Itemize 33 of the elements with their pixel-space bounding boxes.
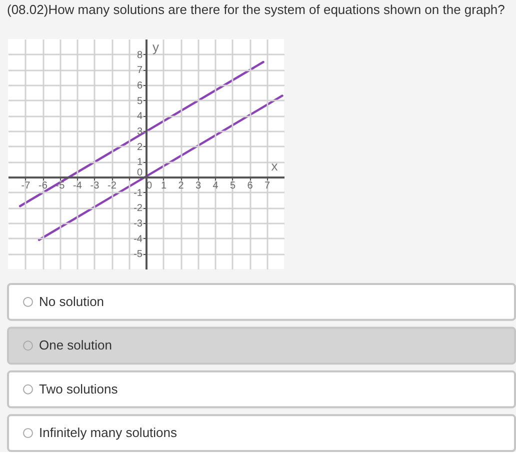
x-tick-label: -4 xyxy=(73,180,82,192)
x-axis-title: x xyxy=(271,158,278,174)
y-tick-label: 4 xyxy=(136,111,143,122)
y-tick-label: -2 xyxy=(134,203,143,214)
x-tick-label: 3 xyxy=(195,180,202,192)
y-tick-label: 5 xyxy=(136,96,143,107)
x-tick-label: 7 xyxy=(264,180,270,192)
category-label: Infinitely many solutions xyxy=(39,425,178,440)
x-tick-label: 2 xyxy=(178,180,184,192)
x-tick-label: 4 xyxy=(212,180,219,192)
y-tick-label: -5 xyxy=(134,249,143,260)
y-tick-label: -3 xyxy=(134,218,143,230)
y-tick-label: 2 xyxy=(136,142,143,153)
y-tick-label: 0 xyxy=(136,168,143,178)
x-tick-label: -6 xyxy=(38,180,48,192)
x-tick-label: -3 xyxy=(90,180,100,192)
category-label: One solution xyxy=(39,338,112,353)
y-tick-label: 1 xyxy=(136,157,143,168)
category-label: Two solutions xyxy=(39,381,118,396)
x-tick-label: 1 xyxy=(160,180,167,192)
x-tick-label: -7 xyxy=(21,180,31,192)
chart-title: (08.02)How many solutions are there for the system of equations shown on the graph? xyxy=(7,2,505,17)
y-tick-label: 8 xyxy=(136,50,143,61)
y-tick-label: -4 xyxy=(134,234,143,245)
x-tick-label: -2 xyxy=(108,180,117,192)
y-tick-label: -1 xyxy=(134,188,143,199)
x-tick-label: 6 xyxy=(247,180,254,192)
y-axis-title: y xyxy=(152,40,160,54)
y-tick-label: 7 xyxy=(136,65,143,76)
x-tick-label: 5 xyxy=(230,180,236,192)
x-tick-label: -5 xyxy=(56,180,66,192)
category-label: No solution xyxy=(39,294,104,309)
y-tick-label: 6 xyxy=(136,80,143,92)
